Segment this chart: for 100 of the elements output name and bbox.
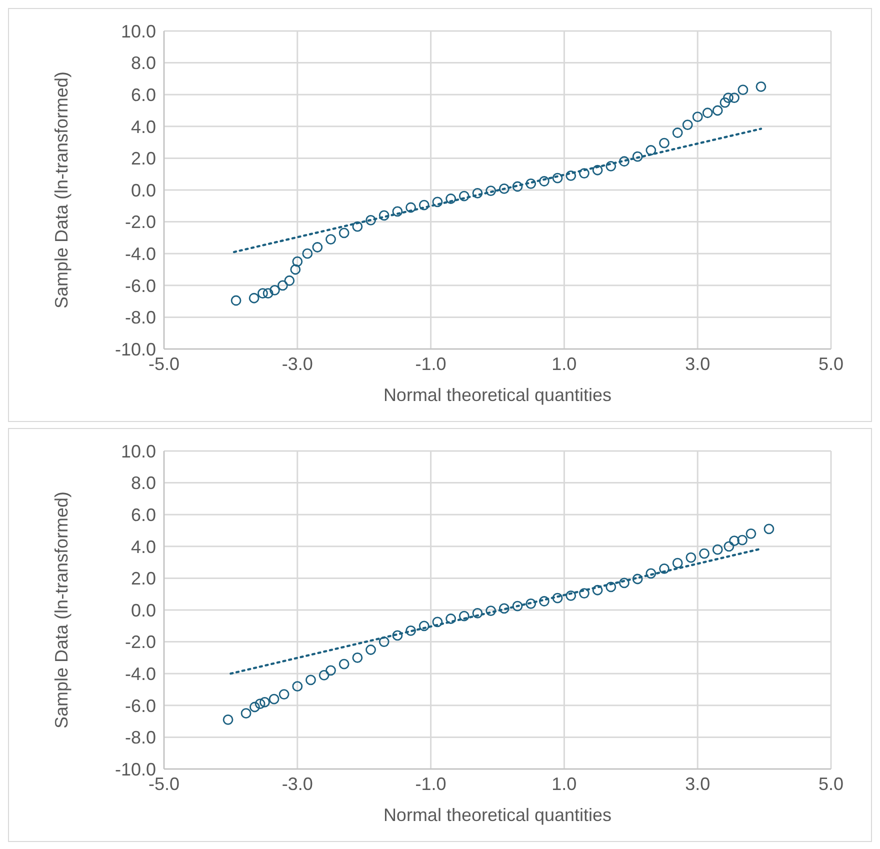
point	[352, 221, 363, 232]
x-tick-label: 5.0	[818, 774, 844, 794]
point	[406, 625, 416, 636]
point	[552, 172, 563, 184]
y-tick-label: 2.0	[130, 568, 156, 589]
point	[418, 620, 430, 632]
point	[729, 92, 740, 103]
point	[284, 275, 295, 286]
point	[278, 689, 290, 700]
point	[352, 652, 363, 663]
x-tick-label: 3.0	[685, 774, 710, 794]
y-tick-label: -10.0	[114, 339, 156, 360]
y-tick-label: -4.0	[124, 244, 156, 264]
x-tick-label: 5.0	[818, 354, 844, 374]
point	[659, 138, 670, 148]
point	[538, 176, 550, 186]
point	[290, 264, 301, 275]
point	[606, 160, 616, 172]
y-tick-label: 6.0	[130, 84, 156, 105]
point	[366, 644, 376, 655]
point	[646, 568, 656, 579]
point	[378, 636, 390, 647]
point	[682, 120, 693, 130]
point	[592, 584, 603, 596]
y-tick-label: -4.0	[124, 664, 156, 684]
point	[338, 228, 350, 238]
point	[486, 606, 496, 616]
x-axis-title: Normal theoretical quantities	[383, 385, 612, 405]
x-axis-title: Normal theoretical quantities	[383, 805, 612, 825]
y-tick-label: -10.0	[114, 759, 156, 780]
point	[260, 697, 270, 708]
point	[472, 608, 483, 618]
point	[446, 614, 456, 624]
point	[268, 694, 280, 704]
point	[270, 284, 280, 296]
point	[672, 128, 683, 138]
point	[712, 105, 723, 116]
y-tick-label: -2.0	[124, 212, 156, 232]
point	[672, 558, 683, 568]
point	[756, 81, 766, 92]
point	[538, 596, 550, 606]
point	[406, 202, 416, 213]
x-tick-label: -1.0	[415, 774, 446, 794]
point	[699, 548, 710, 559]
point	[230, 295, 242, 306]
point	[686, 552, 696, 563]
x-tick-label: 1.0	[552, 354, 577, 374]
point	[392, 206, 403, 217]
point	[248, 292, 260, 304]
point	[526, 178, 536, 189]
point	[632, 574, 643, 584]
point	[702, 108, 713, 118]
y-tick-label: 4.0	[130, 536, 156, 557]
point	[318, 670, 330, 680]
x-tick-label: -3.0	[282, 774, 313, 794]
y-tick-label: -8.0	[124, 308, 156, 328]
point	[729, 536, 740, 546]
y-tick-label: 4.0	[130, 116, 156, 137]
y-tick-label: 0.0	[130, 180, 156, 200]
point	[498, 184, 510, 194]
point	[366, 215, 376, 226]
point	[302, 248, 313, 259]
point	[764, 524, 774, 534]
point	[458, 190, 470, 202]
point	[579, 588, 590, 599]
point	[498, 603, 510, 614]
point	[258, 288, 268, 299]
point	[326, 665, 336, 676]
point	[392, 630, 403, 641]
point	[724, 541, 734, 552]
y-tick-label: 8.0	[130, 53, 156, 74]
point	[222, 714, 234, 725]
point	[306, 674, 316, 686]
y-tick-label: 10.0	[120, 441, 156, 462]
point	[552, 592, 563, 604]
point	[262, 288, 274, 299]
point	[738, 84, 748, 96]
point	[432, 616, 443, 628]
point	[486, 186, 496, 196]
point	[472, 188, 483, 198]
point	[446, 194, 456, 204]
point	[720, 97, 730, 108]
y-tick-label: 10.0	[120, 21, 156, 42]
point	[338, 658, 350, 670]
point	[250, 702, 260, 712]
point	[432, 196, 443, 208]
point	[326, 234, 336, 244]
point	[619, 156, 630, 167]
point	[632, 151, 643, 162]
point	[292, 681, 303, 692]
y-tick-label: 8.0	[130, 473, 156, 494]
point	[512, 181, 523, 192]
point	[378, 210, 390, 221]
point	[737, 534, 748, 546]
point	[619, 578, 630, 588]
x-tick-label: 3.0	[685, 354, 710, 374]
point	[278, 280, 288, 291]
y-tick-label: -6.0	[124, 696, 156, 716]
point	[292, 256, 303, 267]
point	[592, 164, 603, 176]
